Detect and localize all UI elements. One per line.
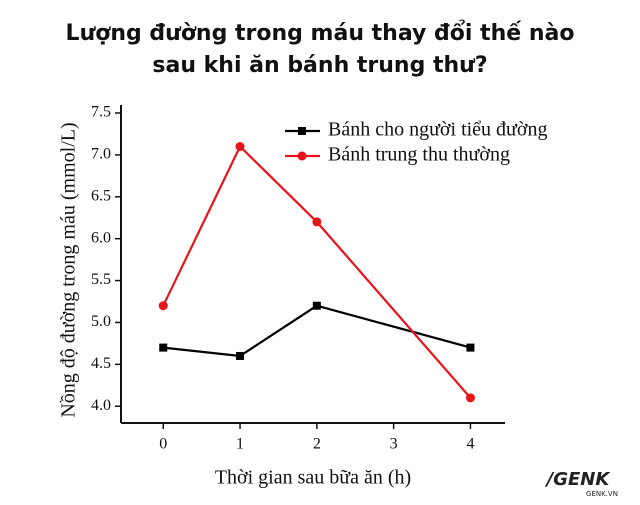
marker xyxy=(465,393,475,403)
y-tick-label: 7.0 xyxy=(91,146,111,163)
y-tick-label: 4.0 xyxy=(91,397,111,414)
legend-marker xyxy=(297,151,307,161)
marker xyxy=(312,301,321,310)
x-tick-label: 3 xyxy=(390,436,398,453)
y-tick-label: 4.5 xyxy=(91,355,111,372)
marker xyxy=(466,343,475,352)
marker xyxy=(235,142,245,152)
y-tick-label: 6.0 xyxy=(91,229,111,246)
y-tick-label: 6.5 xyxy=(91,187,111,204)
chart-title: sau khi ăn bánh trung thư? xyxy=(152,53,487,78)
series-line xyxy=(162,144,472,399)
y-tick-label: 5.5 xyxy=(91,271,111,288)
x-tick-label: 0 xyxy=(159,436,167,453)
marker xyxy=(158,301,168,311)
legend-label: Bánh trung thu thường xyxy=(328,144,510,166)
marker xyxy=(236,351,245,360)
legend-marker xyxy=(298,127,306,135)
y-tick-label: 7.5 xyxy=(91,104,111,121)
legend-label: Bánh cho người tiểu đường xyxy=(328,119,547,141)
y-axis-label: Nồng độ đường trong máu (mmol/L) xyxy=(58,122,80,417)
x-tick-label: 2 xyxy=(313,436,321,453)
series-line xyxy=(163,304,471,358)
x-axis-label: Thời gian sau bữa ăn (h) xyxy=(215,467,411,489)
watermark: GENK.VN xyxy=(586,490,618,498)
chart-title: Lượng đường trong máu thay đổi thế nào xyxy=(66,20,575,46)
x-tick-label: 1 xyxy=(236,436,244,453)
marker xyxy=(312,217,322,227)
watermark: /GENK xyxy=(545,469,612,490)
y-tick-label: 5.0 xyxy=(91,313,111,330)
x-tick-label: 4 xyxy=(466,436,474,453)
marker xyxy=(159,343,168,352)
